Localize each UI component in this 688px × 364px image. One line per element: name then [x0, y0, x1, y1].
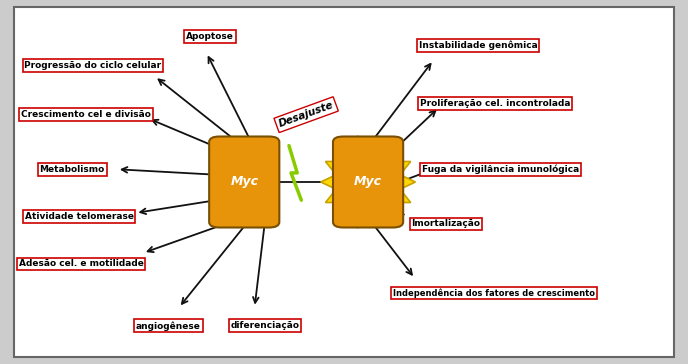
Text: Imortalização: Imortalização — [411, 219, 480, 228]
Text: Independência dos fatores de crescimento: Independência dos fatores de crescimento — [393, 288, 595, 298]
Text: diferenciação: diferenciação — [230, 321, 299, 330]
Text: Proliferação cel. incontrolada: Proliferação cel. incontrolada — [420, 99, 570, 108]
Text: Myc: Myc — [354, 175, 382, 189]
Text: Crescimento cel e divisão: Crescimento cel e divisão — [21, 110, 151, 119]
Text: Desajuste: Desajuste — [277, 100, 335, 129]
Text: Myc: Myc — [230, 175, 258, 189]
Polygon shape — [321, 136, 416, 228]
Text: Adesão cel. e motilidade: Adesão cel. e motilidade — [19, 260, 144, 268]
Text: Fuga da vigilância imunológica: Fuga da vigilância imunológica — [422, 165, 579, 174]
FancyBboxPatch shape — [333, 136, 403, 228]
FancyBboxPatch shape — [209, 136, 279, 228]
Text: angiogênese: angiogênese — [136, 321, 201, 331]
FancyBboxPatch shape — [14, 7, 674, 357]
Text: Apoptose: Apoptose — [186, 32, 234, 41]
Text: Instabilidade genômica: Instabilidade genômica — [419, 41, 537, 50]
Text: Metabolismo: Metabolismo — [40, 165, 105, 174]
Text: Atividade telomerase: Atividade telomerase — [25, 212, 133, 221]
Text: Progressão do ciclo celular: Progressão do ciclo celular — [24, 61, 162, 70]
